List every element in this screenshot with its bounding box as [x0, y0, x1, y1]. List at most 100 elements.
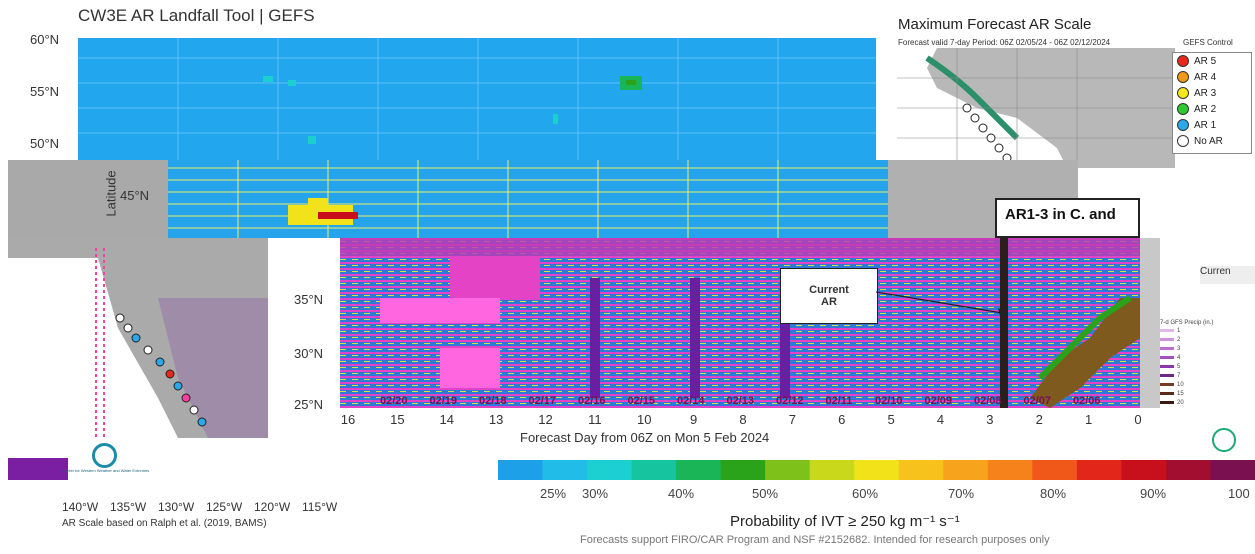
legend-label: AR 4	[1194, 71, 1217, 83]
colorbar-segment	[720, 460, 766, 480]
precip-level-label: 1	[1177, 327, 1181, 334]
overlap-band	[8, 160, 1078, 238]
precip-level-label: 3	[1177, 345, 1181, 352]
date-label: 02/12	[776, 395, 804, 407]
colorbar	[498, 460, 1255, 480]
precip-swatch	[1160, 356, 1174, 359]
x-tick: 13	[488, 412, 504, 427]
precip-swatch	[1160, 374, 1174, 377]
main-heatmap-svg: 02/20 02/19 02/18 02/17 02/16 02/15 02/14 02/13…	[340, 238, 1140, 408]
date-label: 02/08	[974, 395, 1002, 407]
colorbar-segment	[1210, 460, 1255, 480]
date-label: 02/19	[430, 395, 458, 407]
lon-tick: 115°W	[302, 500, 338, 514]
precip-swatch	[1160, 401, 1174, 404]
colorbar-segment	[987, 460, 1033, 480]
precip-swatch	[1160, 347, 1174, 350]
precip-level: 4	[1160, 353, 1220, 362]
ar-annotation-box: AR1-3 in C. and	[995, 198, 1140, 238]
legend-item: AR 3	[1173, 85, 1251, 101]
ar-points	[962, 103, 1012, 163]
colorbar-segment	[587, 460, 633, 480]
colorbar-tick: 70%	[948, 486, 975, 501]
colorbar-tick: 25%	[540, 486, 567, 501]
x-tick: 1	[1085, 412, 1093, 427]
ar1-marker-icon	[1177, 119, 1189, 131]
colorbar-segment	[542, 460, 588, 480]
date-label: 02/06	[1073, 395, 1101, 407]
colorbar-segment	[765, 460, 811, 480]
precip-level: 15	[1160, 389, 1220, 398]
ar-scale-legend: AR 5 AR 4 AR 3 AR 2 AR 1 No AR	[1172, 52, 1252, 154]
x-tick: 14	[439, 412, 454, 427]
precip-level-label: 20	[1177, 399, 1184, 406]
left-ar-points	[115, 313, 207, 427]
legend-item: AR 2	[1173, 101, 1251, 117]
x-tick: 6	[838, 412, 846, 427]
x-tick: 8	[739, 412, 747, 427]
x-tick: 16	[340, 412, 356, 427]
ar2-marker-icon	[1177, 103, 1189, 115]
map-control-label: GEFS Control	[1183, 38, 1233, 47]
lon-tick: 120°W	[254, 500, 291, 514]
precip-level: 3	[1160, 344, 1220, 353]
colorbar-segment	[1165, 460, 1211, 480]
date-label-group: 02/20 02/19 02/18 02/17 02/16 02/15 02/14 02/13…	[380, 395, 1101, 407]
ar-scale-map	[897, 48, 1175, 168]
main-heatmap-panel: 02/20 02/19 02/18 02/17 02/16 02/15 02/14 02/13…	[340, 238, 1140, 408]
precip-swatch	[1160, 338, 1174, 341]
colorbar-tick: 30%	[582, 486, 609, 501]
precip-level: 5	[1160, 362, 1220, 371]
lat-tick: 55°N	[30, 84, 60, 99]
x-tick: 3	[986, 412, 994, 427]
lat-tick: 35°N	[294, 292, 324, 307]
legend-label: AR 3	[1194, 87, 1217, 99]
legend-label: AR 5	[1194, 55, 1217, 67]
right-strip	[1140, 238, 1160, 408]
ar3-marker-icon	[1177, 87, 1189, 99]
date-label: 02/14	[677, 395, 705, 407]
map-svg	[897, 48, 1175, 168]
heat-cell	[626, 80, 636, 85]
ar-badge-icon	[1212, 428, 1236, 452]
date-label: 02/07	[1024, 395, 1052, 407]
precip-level-label: 15	[1177, 390, 1184, 397]
colorbar-segment	[498, 460, 544, 480]
current-right-label: Curren	[1200, 266, 1255, 284]
date-label: 02/11	[826, 395, 853, 407]
cw3e-logo-icon	[92, 443, 117, 468]
precip-level-label: 2	[1177, 336, 1181, 343]
x-axis-label: Forecast Day from 06Z on Mon 5 Feb 2024	[520, 430, 770, 445]
purple-color-swatch	[8, 458, 68, 480]
legend-label: AR 1	[1194, 119, 1217, 131]
colorbar-segment	[1032, 460, 1078, 480]
x-tick: 4	[936, 412, 945, 427]
no-ar-marker-icon	[1177, 135, 1189, 147]
precip-level-label: 5	[1177, 363, 1181, 370]
precip-level: 2	[1160, 335, 1220, 344]
date-label: 02/18	[479, 395, 507, 407]
ar5-marker-icon	[1177, 55, 1189, 67]
coastline	[925, 55, 1020, 141]
precip-swatch	[1160, 383, 1174, 386]
date-label: 02/17	[529, 395, 557, 407]
lon-tick: 130°W	[158, 500, 195, 514]
legend-label: No AR	[1194, 135, 1223, 147]
date-label: 02/16	[578, 395, 606, 407]
precip-legend: 7-d GFS Precip (in.) 1 2 3 4 5 7 10 15 20	[1160, 320, 1220, 425]
colorbar-tick: 50%	[752, 486, 779, 501]
legend-item: No AR	[1173, 133, 1251, 149]
precip-level-label: 10	[1177, 381, 1184, 388]
footer-credit: Forecasts support FIRO/CAR Program and N…	[580, 534, 1050, 546]
x-tick: 15	[390, 412, 405, 427]
precip-level: 20	[1160, 398, 1220, 407]
page-title: CW3E AR Landfall Tool | GEFS	[78, 6, 315, 25]
precip-level: 10	[1160, 380, 1220, 389]
current-label: Current	[809, 284, 849, 296]
current-ar-arrow	[876, 291, 1009, 316]
x-tick: 7	[788, 412, 796, 427]
lon-tick: 140°W	[62, 500, 99, 514]
top-grid	[78, 38, 876, 163]
colorbar-tick: 80%	[1040, 486, 1067, 501]
lat-tick: 50°N	[30, 136, 60, 151]
